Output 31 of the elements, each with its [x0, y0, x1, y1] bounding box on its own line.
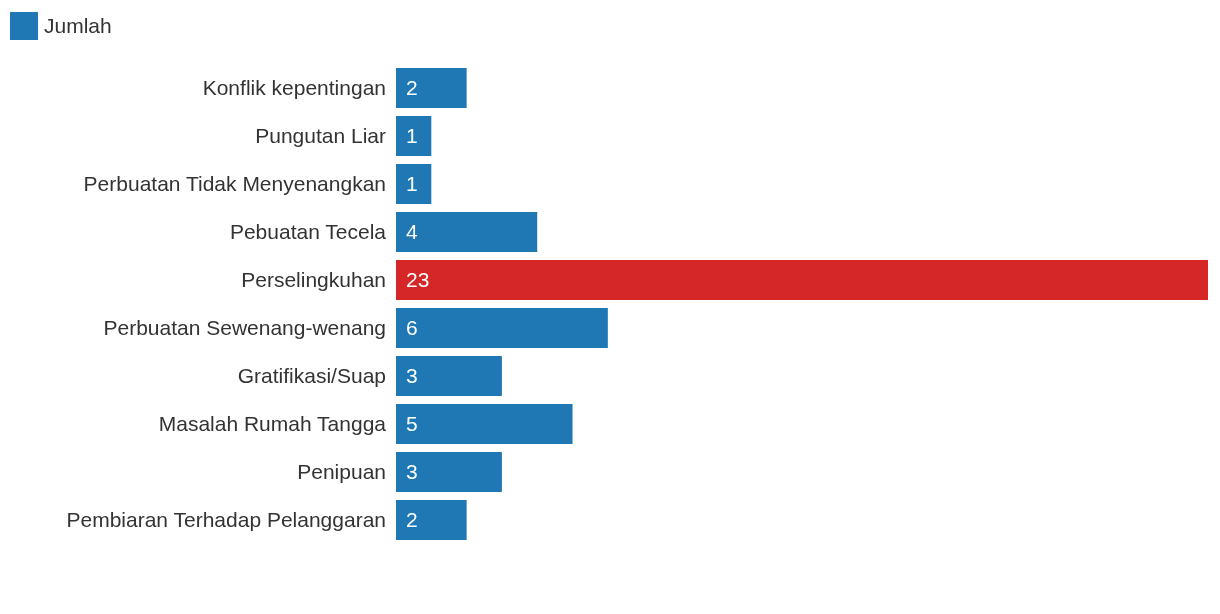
y-tick-label: Perbuatan Sewenang-wenang [103, 316, 386, 340]
data-label: 6 [406, 316, 418, 340]
bar [396, 500, 467, 540]
bar [396, 356, 502, 396]
y-tick-label: Pungutan Liar [255, 124, 386, 148]
data-label: 2 [406, 508, 418, 532]
y-tick-label: Pembiaran Terhadap Pelanggaran [66, 508, 386, 532]
data-label: 3 [406, 364, 418, 388]
y-tick-label: Gratifikasi/Suap [237, 364, 386, 388]
y-tick-label: Pebuatan Tecela [229, 220, 387, 244]
y-tick-label: Perselingkuhan [241, 268, 386, 292]
y-tick-label: Masalah Rumah Tangga [158, 412, 387, 436]
bar [396, 260, 1208, 300]
bar [396, 68, 467, 108]
bar [396, 164, 432, 204]
data-label: 23 [406, 268, 430, 292]
y-tick-label: Perbuatan Tidak Menyenangkan [83, 172, 386, 196]
data-label: 4 [406, 220, 418, 244]
y-tick-label: Penipuan [297, 460, 386, 484]
data-label: 1 [406, 172, 418, 196]
data-label: 1 [406, 124, 418, 148]
data-label: 2 [406, 76, 418, 100]
bar [396, 452, 502, 492]
y-tick-label: Konflik kepentingan [202, 76, 386, 100]
bar [396, 404, 573, 444]
bar [396, 308, 608, 348]
bar [396, 116, 432, 156]
data-label: 3 [406, 460, 418, 484]
legend-label: Jumlah [44, 14, 112, 38]
data-label: 5 [406, 412, 418, 436]
bar [396, 212, 538, 252]
